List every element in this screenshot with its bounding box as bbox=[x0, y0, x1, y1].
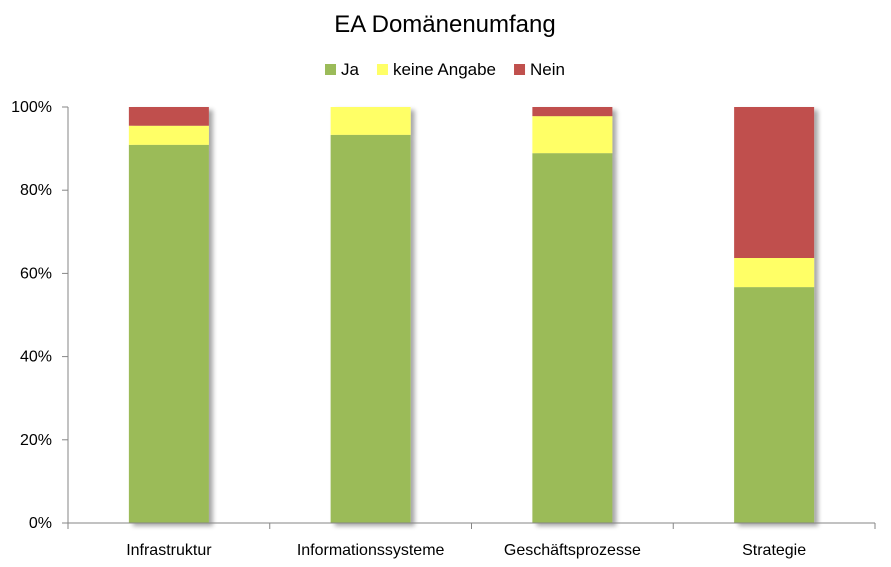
bar-stack-geschaftsprozesse bbox=[532, 107, 613, 523]
y-tick-label: 100% bbox=[11, 99, 52, 116]
bars bbox=[128, 107, 815, 523]
legend-swatch-keine-angabe bbox=[376, 64, 388, 75]
y-axis: 0% 20% 40% 60% 80% 100% bbox=[11, 99, 69, 532]
bar-stack-strategie bbox=[734, 107, 815, 523]
bar-strategie-ja bbox=[734, 287, 815, 523]
legend: Ja keine Angabe Nein bbox=[325, 60, 565, 79]
bar-stack-infrastruktur bbox=[128, 107, 209, 523]
y-tick-label: 60% bbox=[20, 265, 52, 282]
x-tick-label-geschaftsprozesse: Geschäftsprozesse bbox=[504, 542, 641, 559]
y-tick-label: 80% bbox=[20, 182, 52, 199]
x-tick-label-infrastruktur: Infrastruktur bbox=[126, 542, 212, 559]
bar-strategie-nein bbox=[734, 107, 815, 259]
chart-title: EA Domänenumfang bbox=[334, 11, 555, 38]
bar-informationssysteme-ja bbox=[330, 134, 411, 523]
legend-label-nein: Nein bbox=[530, 60, 565, 79]
y-tick-label: 40% bbox=[20, 349, 52, 366]
y-tick-label: 0% bbox=[29, 515, 52, 532]
x-tick-label-strategie: Strategie bbox=[742, 542, 806, 559]
bar-geschaftsprozesse-keine-angabe bbox=[532, 116, 613, 154]
bar-infrastruktur-nein bbox=[128, 107, 209, 126]
x-axis: Infrastruktur Informationssysteme Geschäft… bbox=[67, 522, 876, 559]
bar-geschaftsprozesse-ja bbox=[532, 153, 613, 523]
y-tick-label: 20% bbox=[20, 432, 52, 449]
bar-infrastruktur-keine-angabe bbox=[128, 125, 209, 145]
bar-informationssysteme-keine-angabe bbox=[330, 107, 411, 135]
legend-label-ja: Ja bbox=[341, 60, 360, 79]
x-tick-label-informationssysteme: Informationssysteme bbox=[297, 542, 445, 559]
legend-label-keine-angabe: keine Angabe bbox=[393, 60, 496, 79]
bar-strategie-keine-angabe bbox=[734, 258, 815, 288]
legend-swatch-ja bbox=[325, 64, 337, 75]
bar-geschaftsprozesse-nein bbox=[532, 107, 613, 117]
bar-infrastruktur-ja bbox=[128, 144, 209, 523]
bar-stack-informationssysteme bbox=[330, 107, 411, 523]
legend-swatch-nein bbox=[514, 64, 526, 75]
